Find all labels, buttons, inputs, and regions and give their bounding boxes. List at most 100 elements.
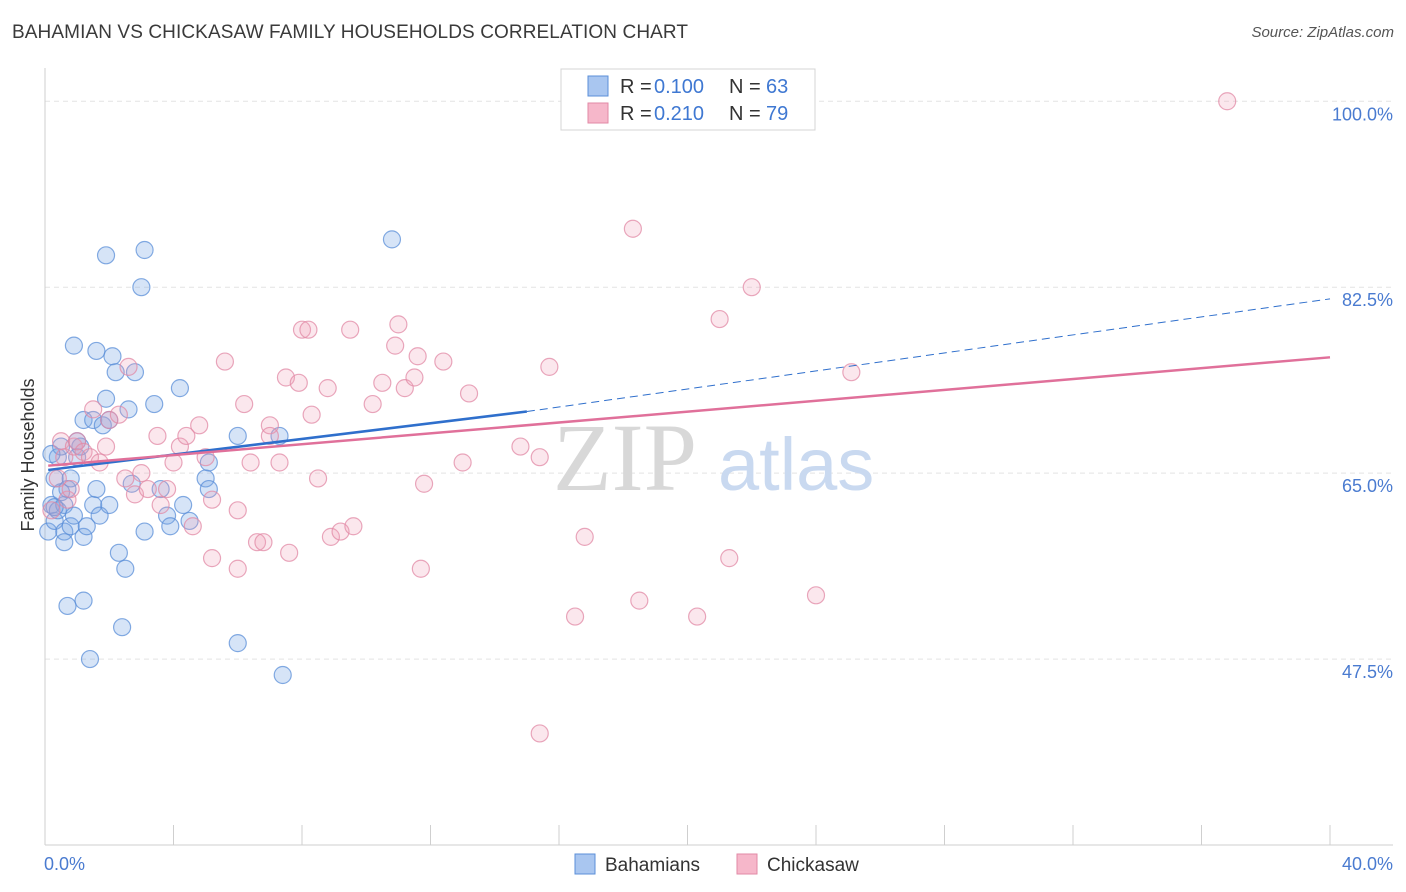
data-point: [87, 341, 106, 361]
data-point: [289, 373, 308, 392]
data-point: [630, 591, 649, 610]
data-point: [260, 426, 279, 446]
data-point: [344, 517, 363, 536]
trend-line-chickasaw: [48, 356, 1331, 467]
legend-n-label: N =: [729, 103, 761, 125]
data-point: [174, 495, 193, 515]
data-point: [77, 517, 96, 536]
legend-n-label: N =: [729, 76, 761, 98]
data-point: [215, 352, 234, 371]
trend-line-bahamians: [48, 410, 528, 472]
data-point: [119, 400, 138, 419]
data-point: [64, 506, 84, 525]
data-point: [74, 527, 93, 546]
chart-title: BAHAMIAN VS CHICKASAW FAMILY HOUSEHOLDS …: [12, 22, 689, 43]
data-point: [96, 246, 116, 265]
data-point: [308, 469, 328, 488]
data-point: [145, 394, 164, 414]
data-point: [270, 453, 289, 472]
data-point: [408, 347, 427, 366]
data-point: [170, 379, 190, 398]
data-point: [61, 469, 80, 488]
data-point: [68, 432, 87, 451]
data-point: [58, 596, 77, 616]
legend-swatch: [587, 75, 609, 97]
watermark-atlas: atlas: [718, 423, 874, 506]
data-point: [414, 474, 434, 493]
data-point: [228, 501, 247, 520]
data-point: [109, 543, 128, 562]
data-point: [96, 389, 116, 408]
bottom-legend-swatch: [736, 853, 758, 875]
data-point: [530, 724, 549, 743]
y-tick-label: 47.5%: [1342, 662, 1393, 682]
data-point: [61, 517, 80, 536]
data-point: [135, 240, 154, 260]
data-point: [292, 320, 312, 339]
data-point: [228, 426, 247, 446]
data-point: [151, 495, 170, 515]
data-point: [273, 665, 292, 685]
series-bahamians: [39, 230, 402, 685]
chart-source: Source: ZipAtlas.com: [1251, 24, 1394, 41]
data-point: [180, 511, 199, 531]
data-point: [540, 357, 559, 376]
data-point: [260, 416, 279, 435]
data-point: [247, 533, 267, 552]
legend-r-label: R =: [620, 103, 652, 125]
data-point: [373, 373, 392, 392]
data-point: [842, 363, 861, 382]
data-point: [74, 591, 93, 610]
data-point: [386, 336, 405, 355]
data-point: [61, 479, 80, 499]
legend-r-value: 0.100: [654, 76, 704, 98]
data-point: [202, 490, 222, 509]
legend-r-label: R =: [620, 76, 652, 98]
x-tick-label: 40.0%: [1342, 854, 1393, 874]
legend-swatch: [587, 102, 609, 124]
top-legend: R = 0.100 N = 63 R = 0.210 N = 79: [560, 68, 816, 131]
data-point: [151, 479, 170, 499]
data-point: [148, 426, 167, 446]
data-point: [135, 522, 154, 541]
data-point: [511, 437, 530, 456]
data-point: [112, 618, 132, 637]
bottom-legend-label: Chickasaw: [767, 855, 859, 876]
y-tick-label: 82.5%: [1342, 290, 1393, 310]
data-point: [119, 357, 138, 376]
data-point: [321, 527, 341, 546]
data-point: [84, 410, 103, 430]
data-point: [87, 479, 106, 499]
data-point: [64, 437, 84, 456]
data-point: [80, 649, 100, 669]
data-point: [157, 506, 177, 525]
data-point: [96, 437, 116, 456]
data-point: [116, 559, 135, 578]
data-point: [459, 384, 479, 403]
data-point: [302, 405, 321, 424]
data-point: [42, 501, 61, 520]
data-point: [138, 479, 157, 499]
data-point: [280, 543, 299, 562]
bottom-legend: Bahamians Chickasaw: [574, 853, 859, 876]
data-point: [241, 453, 260, 472]
data-point: [806, 586, 826, 605]
data-point: [161, 517, 180, 536]
data-point: [84, 400, 103, 419]
x-tick-label: 0.0%: [44, 854, 85, 874]
data-point: [1218, 92, 1237, 111]
data-point: [55, 533, 74, 552]
data-point: [254, 533, 273, 552]
data-point: [228, 559, 247, 578]
bottom-legend-swatch: [574, 853, 596, 875]
data-point: [177, 426, 196, 446]
data-point: [299, 320, 318, 339]
y-axis-label: Family Households: [18, 378, 38, 531]
data-point: [389, 315, 408, 334]
data-point: [341, 320, 360, 339]
data-point: [183, 517, 202, 536]
data-point: [235, 394, 254, 414]
data-point: [382, 230, 402, 249]
data-point: [363, 394, 382, 414]
data-point: [710, 309, 729, 329]
